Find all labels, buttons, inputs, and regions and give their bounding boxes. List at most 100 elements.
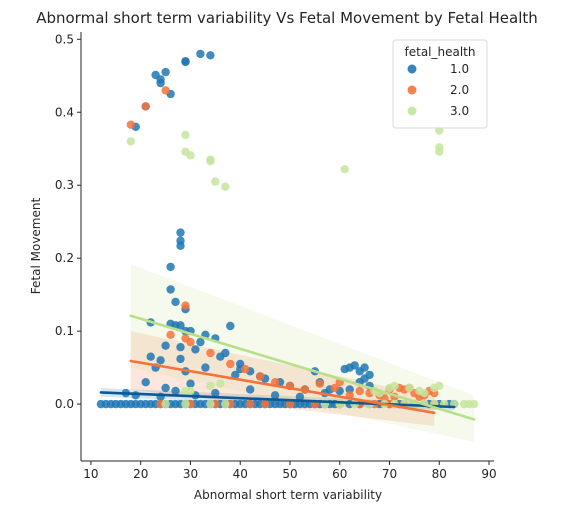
- point-series-0-62: [246, 385, 255, 394]
- point-series-1-10: [255, 372, 265, 381]
- point-series-0-22: [226, 321, 235, 331]
- point-series-2-28: [221, 399, 230, 409]
- x-ticks: 10 20 30 40 50 60 70 80 90: [83, 461, 497, 481]
- regression-line-0: [99, 391, 456, 409]
- point-series-0-58: [141, 378, 150, 387]
- point-series-1-4: [166, 330, 175, 339]
- point-series-2-26: [181, 399, 190, 409]
- point-series-1-38: [285, 399, 295, 409]
- point-series-2-43: [469, 399, 479, 409]
- x-tick-label-70: 70: [382, 467, 397, 481]
- legend-items: 1.0 2.0 3.0: [407, 62, 469, 118]
- point-series-1-7: [206, 348, 215, 358]
- point-series-0-32: [146, 352, 155, 361]
- point-series-0-8: [181, 57, 190, 66]
- point-series-0-60: [186, 379, 195, 388]
- legend-title: fetal_health: [405, 45, 476, 59]
- confidence-bands: [100, 264, 475, 443]
- scatter-points: [96, 49, 479, 409]
- point-series-1-37: [260, 399, 270, 409]
- point-series-0-5: [161, 67, 170, 77]
- x-tick-label-80: 80: [432, 467, 447, 481]
- point-series-0-4: [156, 78, 165, 88]
- point-series-1-18: [355, 386, 364, 396]
- point-series-0-71: [131, 391, 140, 400]
- legend-marker-0: [407, 64, 417, 74]
- point-series-2-15: [216, 379, 225, 388]
- point-series-1-14: [315, 379, 324, 388]
- legend-label-2: 3.0: [450, 104, 469, 118]
- point-series-2-24: [435, 381, 444, 391]
- point-series-0-64: [295, 392, 305, 401]
- point-series-0-28: [161, 341, 170, 350]
- y-tick-label-1: 0.1: [55, 324, 74, 338]
- point-series-0-39: [201, 363, 210, 372]
- point-series-0-9: [196, 49, 205, 59]
- y-tick-label-3: 0.3: [55, 178, 74, 192]
- point-series-1-6: [186, 337, 195, 347]
- point-series-0-44: [231, 370, 240, 380]
- point-series-1-1: [141, 102, 150, 111]
- x-tick-label-40: 40: [233, 467, 248, 481]
- regression-line-1: [129, 359, 436, 415]
- point-series-0-21: [176, 321, 185, 330]
- point-series-0-35: [216, 352, 225, 361]
- point-series-2-0: [126, 137, 135, 146]
- point-series-2-8: [340, 165, 349, 174]
- point-series-0-34: [176, 354, 185, 364]
- point-series-0-27: [196, 337, 205, 347]
- y-ticks: 0.0 0.1 0.2 0.3 0.4 0.5: [55, 32, 81, 411]
- point-series-1-15: [330, 383, 339, 393]
- point-series-2-25: [161, 399, 170, 409]
- point-series-2-11: [435, 147, 444, 156]
- x-tick-label-90: 90: [481, 467, 496, 481]
- point-series-2-20: [405, 383, 414, 393]
- x-tick-label-60: 60: [332, 467, 347, 481]
- point-series-0-29: [176, 343, 185, 352]
- point-series-0-10: [206, 51, 215, 60]
- point-series-0-11: [176, 228, 185, 237]
- point-series-1-2: [161, 86, 170, 95]
- point-series-2-22: [420, 388, 429, 398]
- legend-marker-1: [407, 85, 417, 95]
- point-series-1-8: [226, 359, 235, 369]
- y-axis-label: Fetal Movement: [29, 198, 43, 295]
- point-series-2-5: [206, 156, 215, 166]
- point-series-0-63: [270, 391, 280, 400]
- point-series-0-14: [166, 262, 175, 272]
- point-series-0-59: [161, 383, 170, 393]
- legend-frame: [392, 39, 488, 129]
- y-tick-label-5: 0.5: [55, 32, 74, 46]
- y-tick-label-4: 0.4: [55, 105, 74, 119]
- point-series-2-13: [186, 386, 195, 396]
- point-series-0-13: [176, 241, 185, 250]
- point-series-0-33: [156, 356, 165, 365]
- chart-title: Abnormal short term variability Vs Fetal…: [36, 9, 538, 27]
- point-series-2-1: [181, 130, 190, 140]
- point-series-0-66: [345, 385, 354, 394]
- point-series-2-14: [206, 381, 215, 391]
- point-series-2-7: [221, 182, 230, 191]
- point-series-2-19: [390, 381, 399, 391]
- point-series-1-36: [246, 399, 255, 409]
- legend-label-1: 2.0: [450, 83, 469, 97]
- y-tick-label-0: 0.0: [55, 397, 74, 411]
- point-series-2-27: [206, 399, 215, 409]
- regression-line-2: [129, 314, 476, 421]
- x-tick-label-50: 50: [282, 467, 297, 481]
- point-series-1-0: [126, 120, 135, 129]
- point-series-0-16: [171, 297, 180, 307]
- x-tick-label-10: 10: [83, 467, 98, 481]
- y-tick-label-2: 0.2: [55, 251, 74, 265]
- x-axis-label: Abnormal short term variability: [194, 488, 382, 502]
- x-tick-label-20: 20: [133, 467, 148, 481]
- point-series-0-15: [166, 285, 175, 294]
- point-series-1-3: [181, 301, 190, 310]
- x-tick-label-30: 30: [183, 467, 198, 481]
- point-series-0-51: [350, 361, 359, 370]
- point-series-0-73: [171, 386, 180, 396]
- regression-lines: [99, 314, 476, 421]
- confidence-band-2: [130, 264, 475, 443]
- legend-marker-2: [407, 106, 417, 116]
